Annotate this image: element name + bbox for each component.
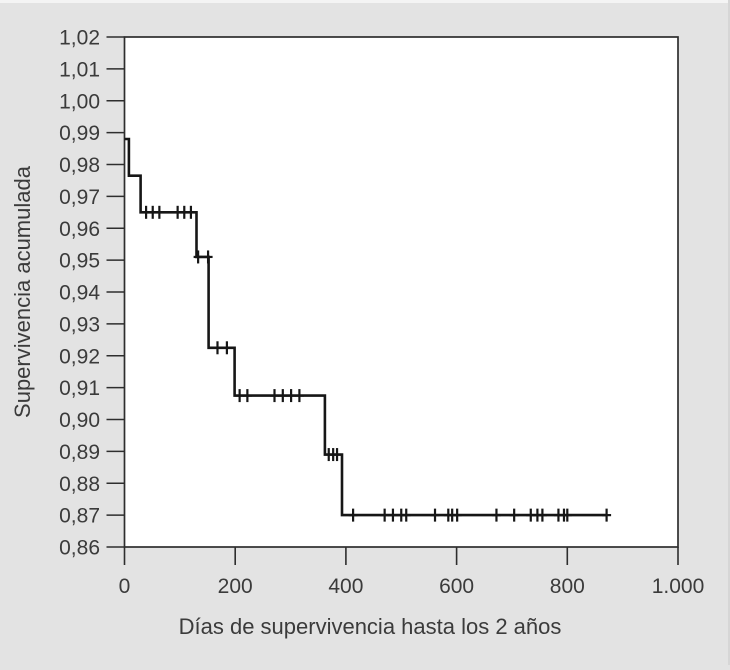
y-tick-label: 0,87 — [59, 505, 100, 528]
x-tick-label: 600 — [439, 575, 474, 598]
x-axis-title: Días de supervivencia hasta los 2 años — [179, 614, 562, 639]
x-axis-ticks: 0 200 400 600 800 1.000 — [119, 547, 705, 598]
x-tick-label: 0 — [119, 575, 131, 598]
y-tick-label: 0,96 — [59, 218, 100, 241]
y-tick-label: 0,91 — [59, 377, 100, 400]
x-tick-label: 800 — [550, 575, 585, 598]
y-tick-label: 1,02 — [59, 27, 100, 50]
y-tick-label: 0,86 — [59, 537, 100, 560]
y-tick-label: 0,94 — [59, 282, 100, 305]
censor-marks — [141, 205, 612, 522]
y-tick-label: 0,95 — [59, 250, 100, 273]
right-edge-line — [728, 0, 730, 665]
y-tick-label: 0,99 — [59, 122, 100, 145]
y-tick-label: 1,00 — [59, 90, 100, 113]
y-tick-label: 0,92 — [59, 345, 100, 368]
x-tick-label: 200 — [218, 575, 253, 598]
y-tick-label: 0,98 — [59, 154, 100, 177]
x-tick-label: 1.000 — [652, 575, 705, 598]
plot-area — [123, 36, 679, 548]
top-edge-strip — [0, 0, 730, 3]
y-tick-label: 0,89 — [59, 441, 100, 464]
y-tick-label: 0,88 — [59, 473, 100, 496]
y-tick-label: 0,90 — [59, 409, 100, 432]
y-tick-label: 1,01 — [59, 58, 100, 81]
y-axis-ticks: 1,02 1,01 1,00 0,99 0,98 0,97 0,96 0,95 0,94 0,93… — [59, 27, 125, 560]
x-tick-label: 400 — [328, 575, 363, 598]
y-axis-title: Supervivencia acumulada — [10, 165, 35, 418]
y-tick-label: 0,97 — [59, 186, 100, 209]
y-tick-label: 0,93 — [59, 313, 100, 336]
